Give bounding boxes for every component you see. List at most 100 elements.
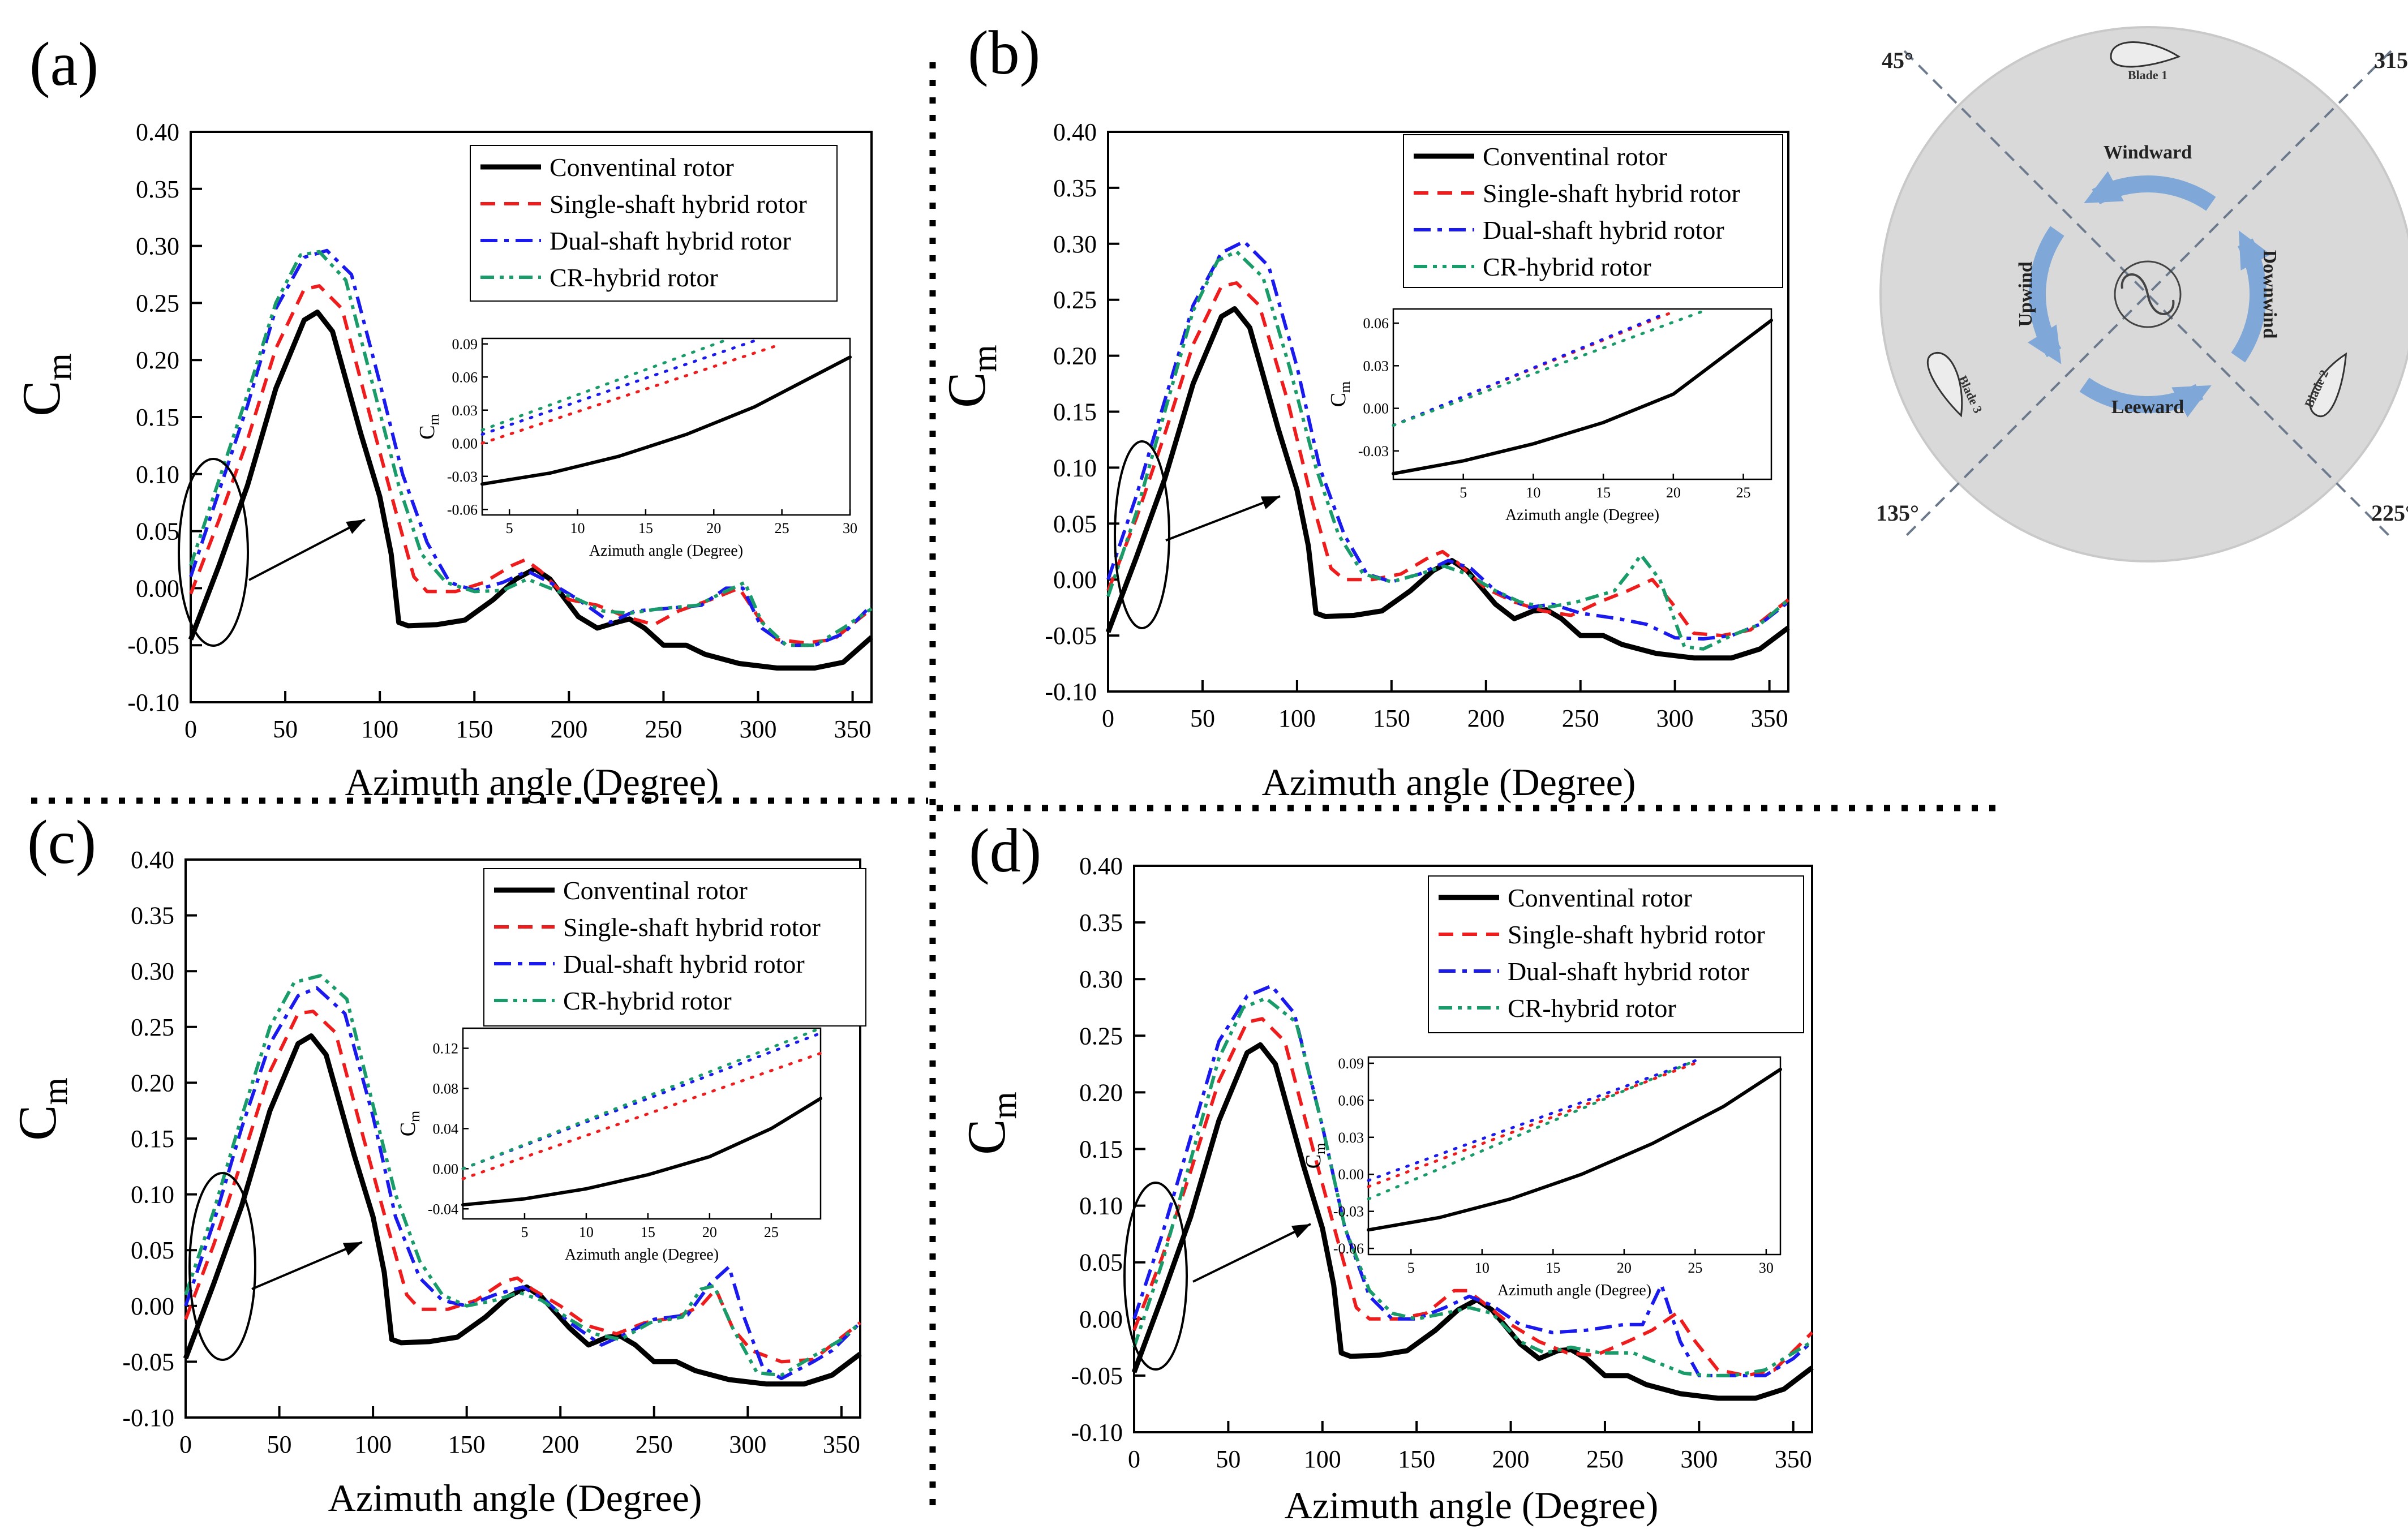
y-tick-label: -0.10 bbox=[127, 689, 179, 716]
rotor-bucket bbox=[2147, 294, 2175, 315]
blade-label-1: Blade 1 bbox=[2128, 68, 2167, 82]
inset-series-cr-hybrid bbox=[461, 1027, 822, 1170]
legend-entry: CR-hybrid rotor bbox=[1508, 994, 1676, 1023]
y-tick-label: -0.05 bbox=[1045, 622, 1097, 650]
inset-x-tick-label: 5 bbox=[506, 520, 513, 536]
y-tick-label: -0.05 bbox=[127, 632, 179, 659]
angle-label-315: 315° bbox=[2374, 48, 2408, 73]
leeward-arrow-head bbox=[2171, 385, 2212, 418]
inset-x-axis-label: Azimuth angle (Degree) bbox=[1505, 506, 1659, 524]
y-axis-label-subscript: m bbox=[36, 1077, 75, 1105]
x-tick-label: 100 bbox=[354, 1431, 392, 1458]
legend-box bbox=[483, 868, 866, 1027]
series-line-dual-shaft bbox=[1132, 984, 1814, 1377]
x-tick-label: 300 bbox=[740, 715, 777, 743]
inset-frame bbox=[481, 337, 851, 516]
inset-series-dual-shaft bbox=[1367, 1059, 1697, 1182]
x-tick-label: 50 bbox=[1216, 1445, 1241, 1473]
y-tick-label: 0.20 bbox=[1079, 1079, 1123, 1106]
inset-frame bbox=[462, 1027, 822, 1220]
y-tick-label: 0.30 bbox=[136, 233, 179, 260]
inset-series-dual-shaft bbox=[1392, 315, 1661, 427]
windward-arrow-head bbox=[2084, 171, 2124, 204]
x-tick-label: 50 bbox=[1190, 705, 1215, 732]
zoom-arrow-line bbox=[1192, 1223, 1311, 1283]
y-tick-label: 0.40 bbox=[1053, 118, 1097, 146]
y-axis-label-subscript: m bbox=[965, 345, 1004, 372]
zoom-arrow-head bbox=[346, 519, 365, 534]
zoom-ellipse bbox=[1123, 1182, 1188, 1371]
inset-series-conventional bbox=[461, 1097, 822, 1207]
zoom-ellipse bbox=[178, 458, 249, 647]
y-tick-label: 0.05 bbox=[1079, 1249, 1123, 1277]
y-tick-label: 0.40 bbox=[1079, 852, 1123, 880]
series-line-single-shaft bbox=[1106, 281, 1789, 638]
chart-panel-d: (d) 0 50 100 150 200 250 300 350 -0.10 -0.05 0.00 0.… bbox=[956, 816, 1814, 1527]
downwind-arrow-head bbox=[2238, 230, 2271, 270]
x-tick-label: 200 bbox=[1492, 1445, 1530, 1473]
inset-y-axis-label: Cm bbox=[1302, 1143, 1328, 1169]
panel-label: (d) bbox=[969, 816, 1041, 885]
legend-entry: Conventinal rotor bbox=[1508, 883, 1692, 912]
inset-series-single-shaft bbox=[461, 1051, 822, 1180]
x-axis-label: Azimuth angle (Degree) bbox=[328, 1476, 702, 1519]
y-tick-label: -0.10 bbox=[1045, 678, 1097, 706]
inset-series-single-shaft bbox=[1367, 1062, 1697, 1188]
y-tick-label: 0.25 bbox=[1079, 1022, 1123, 1050]
inset-y-axis-label: Cm bbox=[396, 1111, 423, 1137]
inset-y-tick-label: 0.12 bbox=[433, 1040, 459, 1056]
inset-x-tick-label: 25 bbox=[764, 1224, 779, 1240]
y-tick-label: 0.35 bbox=[1079, 909, 1123, 937]
zoom-arrow-head bbox=[1260, 496, 1280, 509]
y-axis-label: Cm bbox=[7, 1077, 75, 1141]
x-tick-label: 150 bbox=[1398, 1445, 1435, 1473]
x-tick-label: 350 bbox=[1775, 1445, 1812, 1473]
zoom-arrow-head bbox=[1291, 1224, 1311, 1238]
x-tick-label: 350 bbox=[1751, 705, 1788, 732]
inset-x-tick-label: 15 bbox=[1546, 1260, 1560, 1276]
rotor-disk bbox=[1879, 26, 2408, 562]
legend-entry: Dual-shaft hybrid rotor bbox=[1483, 216, 1724, 244]
inset-chart: 5 10 15 20 25 -0.04 0.00 0.04 0.08 0.12 Cm Azimuth … bbox=[396, 1027, 822, 1264]
x-tick-label: 350 bbox=[823, 1431, 860, 1458]
inset-x-tick-label: 15 bbox=[641, 1224, 655, 1240]
inset-y-tick-label: -0.03 bbox=[1333, 1204, 1364, 1220]
y-axis-label: Cm bbox=[11, 353, 79, 416]
x-tick-label: 0 bbox=[1102, 705, 1114, 732]
inset-x-tick-label: 25 bbox=[1688, 1260, 1702, 1276]
panel-label: (a) bbox=[29, 29, 98, 98]
y-tick-label: 0.30 bbox=[1079, 965, 1123, 993]
y-tick-label: 0.15 bbox=[131, 1125, 174, 1153]
diagonal-line bbox=[1903, 50, 2392, 539]
y-tick-label: 0.15 bbox=[1079, 1136, 1123, 1163]
legend-entry: CR-hybrid rotor bbox=[563, 986, 732, 1015]
y-tick-label: 0.10 bbox=[131, 1181, 174, 1209]
inset-y-tick-label: 0.00 bbox=[433, 1161, 459, 1177]
rotor-bucket bbox=[2121, 273, 2149, 295]
zoom-arrow-line bbox=[1165, 495, 1281, 542]
x-tick-label: 250 bbox=[645, 715, 682, 743]
region-label-upwind: Upwind bbox=[2015, 261, 2036, 327]
x-tick-label: 100 bbox=[1304, 1445, 1341, 1473]
inset-x-tick-label: 5 bbox=[1460, 484, 1467, 501]
inset-y-tick-label: -0.06 bbox=[1333, 1240, 1364, 1257]
legend-entry: CR-hybrid rotor bbox=[1483, 252, 1651, 281]
y-tick-label: 0.40 bbox=[136, 118, 179, 146]
y-tick-label: 0.00 bbox=[131, 1292, 174, 1320]
x-axis-label: Azimuth angle (Degree) bbox=[1285, 1484, 1659, 1527]
y-axis-label: Cm bbox=[937, 345, 1004, 408]
y-tick-label: 0.35 bbox=[136, 175, 179, 203]
inset-x-tick-label: 30 bbox=[1759, 1260, 1774, 1276]
inset-x-tick-label: 5 bbox=[1407, 1260, 1415, 1276]
y-axis-label: Cm bbox=[956, 1092, 1024, 1155]
angle-label-45: 45° bbox=[1882, 48, 1913, 73]
inset-series-cr-hybrid bbox=[480, 338, 729, 432]
y-tick-label: 0.35 bbox=[131, 902, 174, 930]
series-line-conventional bbox=[188, 310, 873, 671]
legend-entry: CR-hybrid rotor bbox=[550, 263, 718, 292]
inset-y-tick-label: 0.03 bbox=[1338, 1129, 1364, 1146]
inset-chart: 5 10 15 20 25 30 -0.06 -0.03 0.00 0.03 0.06 0.09 Cm A… bbox=[415, 336, 857, 560]
panel-label: (c) bbox=[27, 808, 96, 877]
